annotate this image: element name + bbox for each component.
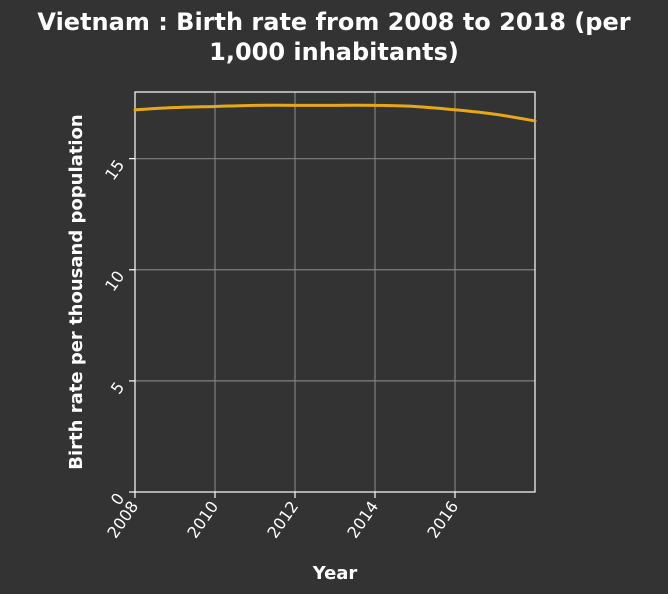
y-tick-label: 5 <box>107 378 128 397</box>
grid <box>134 91 536 493</box>
x-tick-label: 2014 <box>343 497 382 541</box>
plot-area <box>133 103 537 123</box>
plot-frame <box>134 91 536 493</box>
y-axis-label: Birth rate per thousand population <box>66 114 87 469</box>
chart-title-line-1: Vietnam : Birth rate from 2008 to 2018 (… <box>37 8 630 36</box>
x-tick-label: 2010 <box>183 497 222 541</box>
x-tick-label: 2016 <box>423 497 462 541</box>
x-tick-label: 2012 <box>263 497 302 541</box>
x-axis-label: Year <box>312 563 358 584</box>
y-tick-label: 15 <box>101 156 128 184</box>
series-line <box>133 103 537 123</box>
y-tick-label: 10 <box>101 267 128 295</box>
chart-title-line-2: 1,000 inhabitants) <box>209 38 459 66</box>
